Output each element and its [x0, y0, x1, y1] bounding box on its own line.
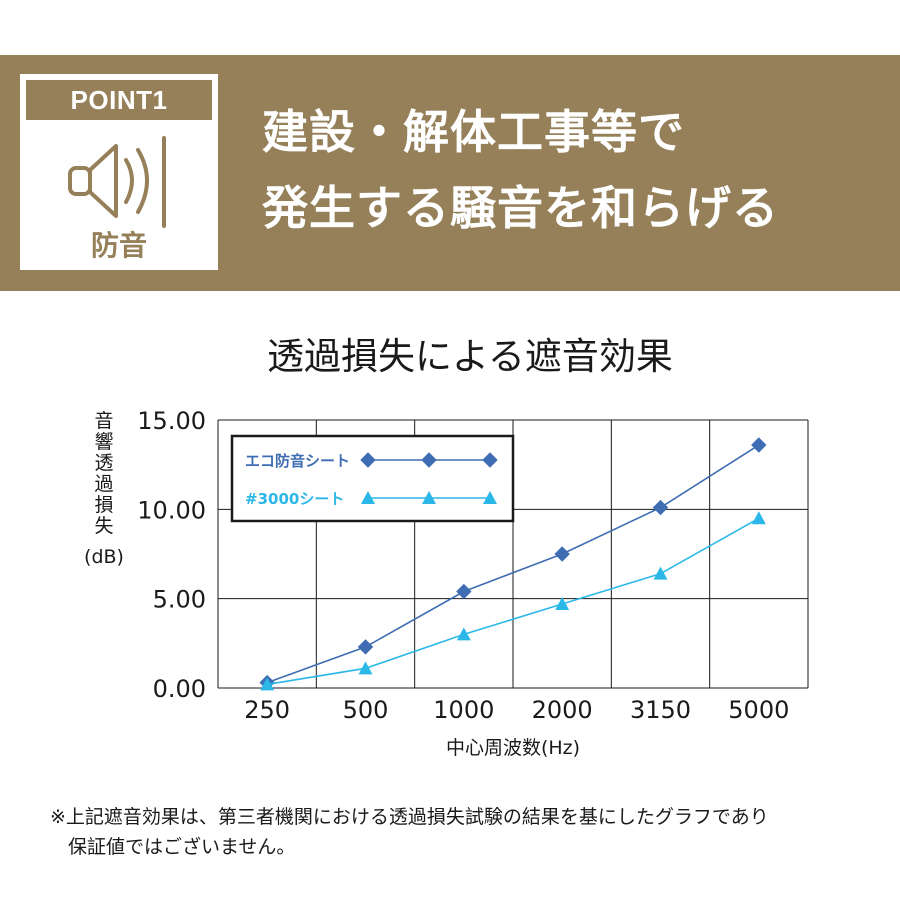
legend-marker: [421, 452, 437, 468]
headline-line2: 発生する騒音を和らげる: [262, 181, 779, 235]
x-tick-label: 250: [244, 696, 290, 724]
series-1-point: [554, 546, 570, 562]
disclaimer-note: ※上記遮音効果は、第三者機関における透過損失試験の結果を基にしたグラフであり 保…: [50, 802, 870, 862]
x-axis-label: 中心周波数(Hz): [446, 737, 580, 759]
series-2-point: [751, 511, 766, 525]
series-2-point: [260, 677, 275, 691]
y-axis-label-char: 損: [94, 494, 113, 516]
series-1-point: [652, 499, 669, 516]
y-axis-label-char: 過: [94, 473, 113, 495]
speaker-icon: [68, 136, 166, 228]
series-line-1: [266, 444, 760, 684]
transmission-loss-chart: 0.00 5.00 10.00 15.00 250 500 1000 2000 3150 5000…: [84, 407, 809, 759]
legend-marker: [361, 491, 375, 504]
x-tick-label: 5000: [728, 696, 789, 724]
x-tick-label: 2000: [532, 696, 593, 724]
legend-label: エコ防音シート: [245, 452, 350, 470]
series-1-point: [751, 437, 767, 453]
y-axis-label-char: 失: [94, 515, 113, 537]
legend-box: [230, 434, 515, 523]
legend-marker: [422, 491, 436, 504]
disclaimer-line1: ※上記遮音効果は、第三者機関における透過損失試験の結果を基にしたグラフであり: [50, 806, 769, 828]
headline-line1: 建設・解体工事等で: [262, 105, 685, 159]
series-1-point: [357, 639, 374, 655]
legend-marker: [483, 491, 497, 504]
y-axis-label-char: 響: [94, 431, 113, 453]
x-tick-label: 500: [343, 696, 389, 724]
series-line-2: [267, 517, 760, 686]
disclaimer-line2: 保証値ではございません。: [68, 836, 296, 858]
series-2-point: [653, 566, 668, 580]
legend-marker: [482, 452, 498, 468]
series-2-point: [555, 597, 570, 611]
point-badge-label: POINT1: [26, 80, 212, 120]
x-tick-label: 1000: [433, 696, 494, 724]
series-1-point: [456, 583, 472, 600]
series-2-point: [456, 627, 471, 641]
y-axis-unit: (dB): [84, 546, 124, 568]
point-badge-sublabel: 防音: [90, 229, 147, 262]
y-tick-label: 10.00: [137, 496, 206, 524]
legend-label: #3000シート: [245, 490, 344, 508]
chart-title: 透過損失による遮音効果: [267, 335, 673, 378]
x-tick-label: 3150: [630, 696, 691, 724]
y-axis-label-char: 音: [94, 410, 113, 432]
legend-marker: [360, 452, 376, 468]
y-tick-label: 5.00: [153, 586, 206, 614]
series-2-point: [358, 661, 373, 675]
y-axis-label-char: 透: [94, 452, 113, 474]
y-tick-label: 15.00: [137, 407, 206, 435]
y-tick-label: 0.00: [153, 675, 206, 703]
